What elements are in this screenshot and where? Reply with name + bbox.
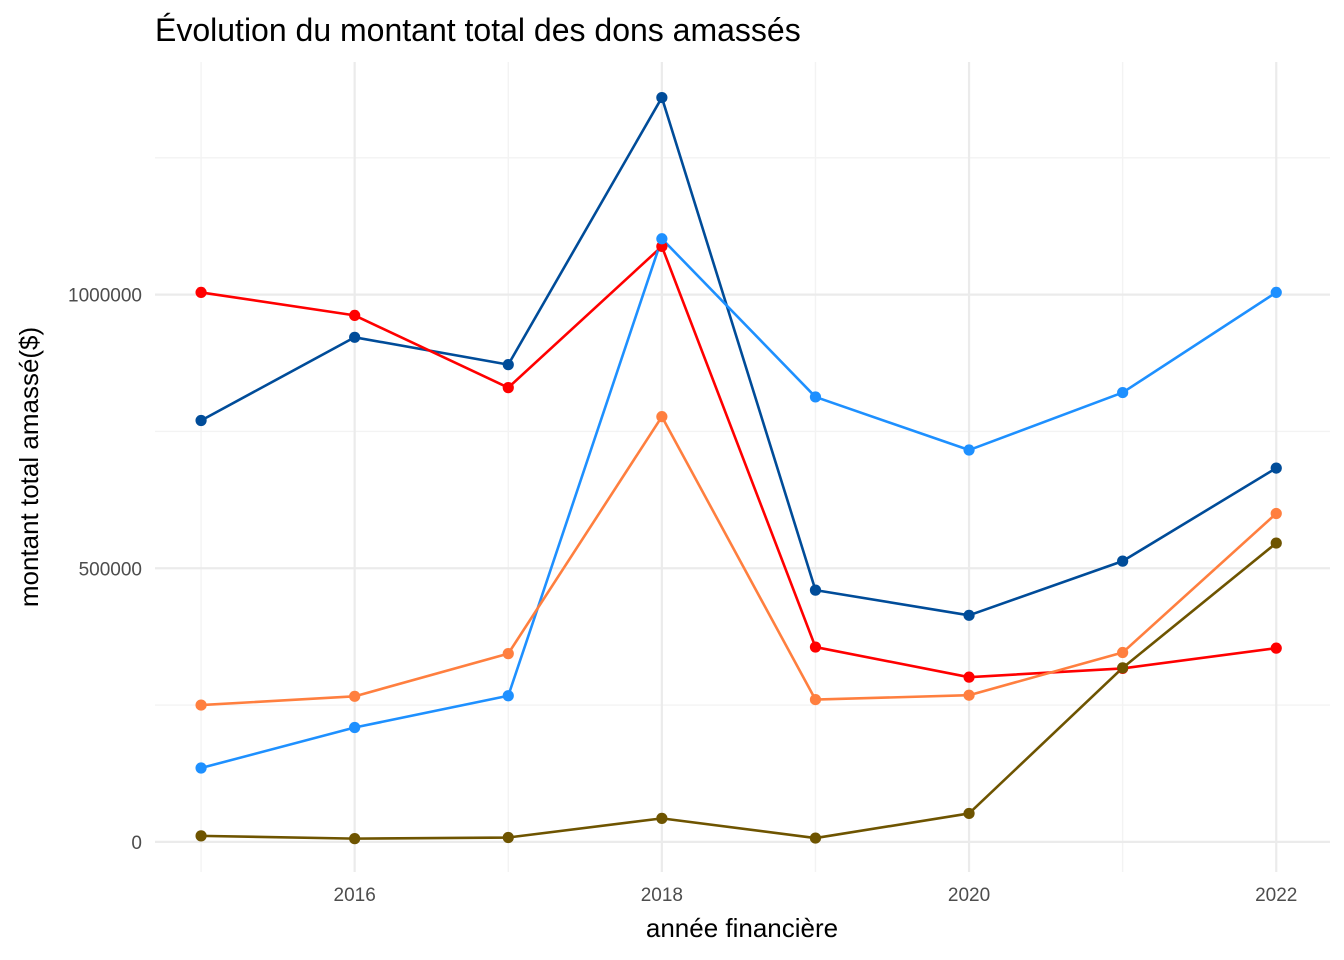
chart-title: Évolution du montant total des dons amas… <box>155 12 801 48</box>
x-axis-tick-labels: 2016 2018 2020 2022 <box>334 885 1298 906</box>
series-4-point <box>1117 646 1129 659</box>
series-3-point <box>809 391 822 403</box>
y-tick-label: 1000000 <box>68 286 142 307</box>
series-4-point <box>963 689 975 701</box>
x-tick-label: 2022 <box>1255 885 1297 906</box>
series-5-point <box>963 807 975 820</box>
series-3-point <box>502 690 514 702</box>
series-line-3 <box>200 237 1277 770</box>
series-1-point <box>1270 462 1282 474</box>
series-2-point <box>502 382 514 394</box>
series-4-point <box>502 648 514 660</box>
series-5-point <box>502 831 514 844</box>
series-3-point <box>1270 286 1282 299</box>
series-4-point <box>656 411 668 423</box>
series-5-point <box>809 832 822 844</box>
y-tick-label: 0 <box>131 833 142 854</box>
series-1-point <box>195 414 207 427</box>
series-1-point <box>656 91 668 104</box>
series-line-1 <box>200 96 1277 617</box>
series-line-4 <box>201 415 1278 707</box>
series-points <box>195 91 1282 845</box>
series-lines <box>200 96 1278 840</box>
series-4-point <box>349 690 361 702</box>
y-axis-tick-labels: 0 500000 1000000 <box>68 286 142 854</box>
series-5-point <box>349 833 361 845</box>
series-4-point <box>1270 507 1282 520</box>
x-tick-label: 2016 <box>334 885 376 906</box>
series-1-point <box>809 584 822 596</box>
series-line-5 <box>201 542 1278 840</box>
minor-gridlines <box>155 62 1330 872</box>
y-tick-label: 500000 <box>79 559 142 580</box>
series-3-point <box>195 762 207 774</box>
series-1-point <box>963 609 975 621</box>
series-line-2 <box>200 245 1277 679</box>
series-3-point <box>963 444 975 456</box>
series-4-point <box>809 694 822 706</box>
series-5-point <box>656 812 668 824</box>
series-3-point <box>656 233 668 245</box>
series-2-point <box>809 641 822 653</box>
series-1-point <box>349 331 361 343</box>
series-5-point <box>1270 537 1282 549</box>
series-3-point <box>1117 386 1129 399</box>
series-2-point <box>195 286 207 299</box>
x-axis-title: année financière <box>646 913 838 943</box>
x-tick-label: 2018 <box>641 885 683 906</box>
series-2-point <box>1270 642 1282 654</box>
x-tick-label: 2020 <box>948 885 990 906</box>
series-5-point <box>195 830 207 842</box>
major-gridlines <box>155 62 1330 872</box>
series-5-point <box>1117 662 1129 674</box>
series-2-point <box>963 671 975 683</box>
series-1-point <box>502 359 514 371</box>
series-2-point <box>349 309 361 321</box>
series-2-point <box>656 240 668 253</box>
series-3-point <box>349 721 361 734</box>
series-1-point <box>1117 555 1129 567</box>
series-4-point <box>195 699 207 711</box>
y-axis-title: montant total amassé($) <box>14 327 44 607</box>
